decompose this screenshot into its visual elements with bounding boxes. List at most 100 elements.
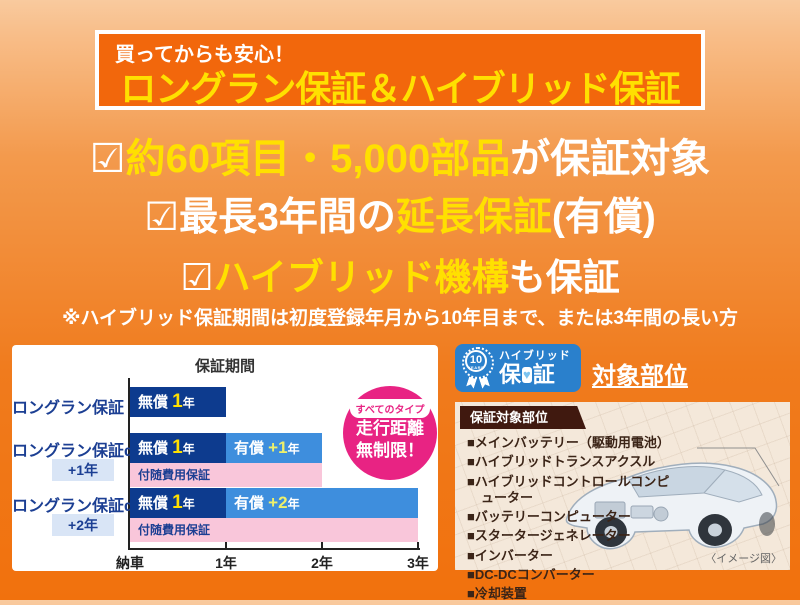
- bar-text: 有償: [234, 440, 269, 457]
- part-name: 冷却装置: [474, 586, 527, 601]
- part-name: DC-DCコンバーター: [474, 566, 595, 582]
- axis-tick: [321, 542, 323, 548]
- bar-unit: 年: [182, 396, 195, 410]
- list-item: ■バッテリーコンピューター: [467, 509, 679, 525]
- bar-text: 無償: [138, 440, 173, 457]
- header-tagline: 買ってからも安心！: [115, 44, 294, 66]
- list-item: ■ハイブリッドコントロールコンピューター: [467, 474, 679, 507]
- x-label-year1: 1年: [215, 555, 237, 571]
- axis-tick: [417, 542, 419, 548]
- checklist-highlight: 延長保証: [395, 196, 552, 239]
- x-label-year2: 2年: [311, 555, 333, 571]
- part-name: メインバッテリー（駆動用電池）: [474, 435, 670, 450]
- bar-unit: 年: [287, 497, 300, 511]
- bar-number: 1: [172, 437, 183, 458]
- covered-parts-panel: 保証対象部位 ■メインバッテリー（駆動用電池） ■ハイブリッドトランスアクスル …: [455, 402, 790, 601]
- checklist-text: (有償): [551, 196, 656, 239]
- header-banner: 買ってからも安心！ ロングラン保証＆ハイブリッド保証: [95, 30, 705, 110]
- paid-warranty-bar: 有償 +2年: [226, 488, 418, 518]
- part-name: インバーター: [474, 547, 553, 563]
- free-warranty-bar: 無償 1年: [130, 433, 226, 463]
- ancillary-cost-bar: 付随費用保証: [130, 463, 322, 487]
- row-sublabel-plus2: +2年: [52, 514, 114, 536]
- hybrid-logo-text: ハイブリッド 保 ♥ 証: [499, 349, 571, 387]
- checklist-highlight: ハイブリッド機構: [213, 257, 509, 298]
- bar-unit: 年: [287, 442, 300, 456]
- free-warranty-bar: 無償 1年: [130, 387, 226, 417]
- hybrid-logo-top: ハイブリッド: [499, 349, 571, 362]
- square-bullet-icon: ■: [467, 586, 475, 601]
- row-label-longrun-alpha1: ロングラン保証α: [12, 443, 134, 460]
- part-name: バッテリーコンピューター: [474, 509, 631, 524]
- badge-pill-label: すべてのタイプ: [349, 399, 431, 418]
- checklist-text: も保証: [508, 257, 620, 298]
- bar-text: 有償: [234, 495, 269, 512]
- ancillary-cost-bar: 付随費用保証: [130, 518, 418, 542]
- page-title: ロングラン保証＆ハイブリッド保証: [120, 68, 680, 109]
- chart-title: 保証期間: [194, 358, 255, 375]
- list-item: ■ハイブリッドトランスアクスル: [467, 454, 679, 470]
- square-bullet-icon: ■: [467, 509, 475, 524]
- row-sublabel-plus1: +1年: [52, 459, 114, 481]
- square-bullet-icon: ■: [467, 454, 475, 470]
- square-bullet-icon: ■: [467, 528, 475, 544]
- paid-warranty-bar: 有償 +1年: [226, 433, 322, 463]
- square-bullet-icon: ■: [467, 435, 475, 450]
- list-item: ■メインバッテリー（駆動用電池）: [467, 435, 679, 451]
- checkbox-icon: ☑: [180, 257, 214, 298]
- free-warranty-bar: 無償 1年: [130, 488, 226, 518]
- checkbox-icon: ☑: [144, 196, 180, 239]
- row-label-longrun-alpha2: ロングラン保証α: [12, 498, 134, 515]
- list-item: ■スタータージェネレーター: [467, 528, 679, 544]
- checklist-text: が保証対象: [510, 137, 711, 181]
- bar-unit: 年: [182, 442, 195, 456]
- rosette-years: 10: [469, 354, 483, 366]
- checkbox-icon: ☑: [89, 137, 126, 181]
- bar-number: +2: [268, 493, 288, 512]
- covered-parts-tab: 保証対象部位: [460, 406, 586, 429]
- kanji-sho: 証: [532, 361, 555, 387]
- kanji-ho: 保: [499, 361, 522, 387]
- bar-number: 1: [172, 391, 183, 412]
- x-label-delivery: 納車: [116, 555, 144, 571]
- chart-x-axis-line: [128, 548, 420, 550]
- checklist-item-extension: ☑最長3年間の延長保証(有償): [0, 186, 800, 242]
- rosette-center: 10 YEARS: [465, 350, 487, 372]
- warranty-period-chart: 保証期間 納車 1年 2年 3年 ロングラン保証 ロングラン保証α +1年 ロン…: [12, 345, 438, 571]
- hybrid-logo-bottom: 保 ♥ 証: [499, 361, 571, 387]
- axis-tick: [225, 542, 227, 548]
- x-label-year3: 3年: [407, 555, 429, 571]
- list-item: ■DC-DCコンバーター: [467, 567, 679, 583]
- checklist-item-hybrid: ☑ハイブリッド機構も保証: [0, 247, 800, 301]
- part-name: ハイブリッドトランスアクスル: [474, 454, 656, 470]
- hybrid-warranty-note: ※ハイブリッド保証期間は初度登録年月から10年目まで、または3年間の長い方: [61, 308, 739, 329]
- checklist-item-parts: ☑約60項目・5,000部品が保証対象: [0, 126, 800, 184]
- bar-text: 無償: [138, 495, 173, 512]
- bar-unit: 年: [182, 497, 195, 511]
- hybrid-warranty-logo: 10 YEARS ハイブリッド 保 ♥ 証: [455, 344, 581, 392]
- badge-line1: 走行距離: [356, 419, 424, 438]
- square-bullet-icon: ■: [467, 547, 475, 563]
- part-name: ハイブリッドコントロールコンピューター: [474, 473, 670, 505]
- heart-icon: ♥: [522, 366, 532, 383]
- bar-number: +1: [268, 438, 288, 457]
- bar-number: 1: [172, 492, 183, 513]
- row-label-longrun: ロングラン保証: [12, 400, 125, 417]
- checklist-highlight: 約60項目・5,000部品: [125, 137, 511, 181]
- bar-text: 無償: [138, 394, 173, 411]
- image-reference-note: 〈イメージ図〉: [705, 553, 782, 565]
- target-parts-link[interactable]: 対象部位: [592, 363, 688, 390]
- unlimited-mileage-badge: すべてのタイプ 走行距離 無制限！: [343, 386, 437, 480]
- rosette-years-label: YEARS: [467, 365, 485, 370]
- badge-line2: 無制限！: [356, 441, 424, 461]
- list-item: ■冷却装置: [467, 586, 679, 602]
- ten-years-rosette-icon: 10 YEARS: [460, 347, 496, 389]
- part-name: スタータージェネレーター: [474, 528, 631, 544]
- chart-y-axis-line: [128, 378, 130, 550]
- checklist-text: 最長3年間の: [179, 196, 396, 239]
- covered-parts-list: ■メインバッテリー（駆動用電池） ■ハイブリッドトランスアクスル ■ハイブリッド…: [467, 435, 679, 605]
- square-bullet-icon: ■: [467, 473, 475, 489]
- square-bullet-icon: ■: [467, 566, 475, 582]
- list-item: ■インバーター: [467, 548, 679, 564]
